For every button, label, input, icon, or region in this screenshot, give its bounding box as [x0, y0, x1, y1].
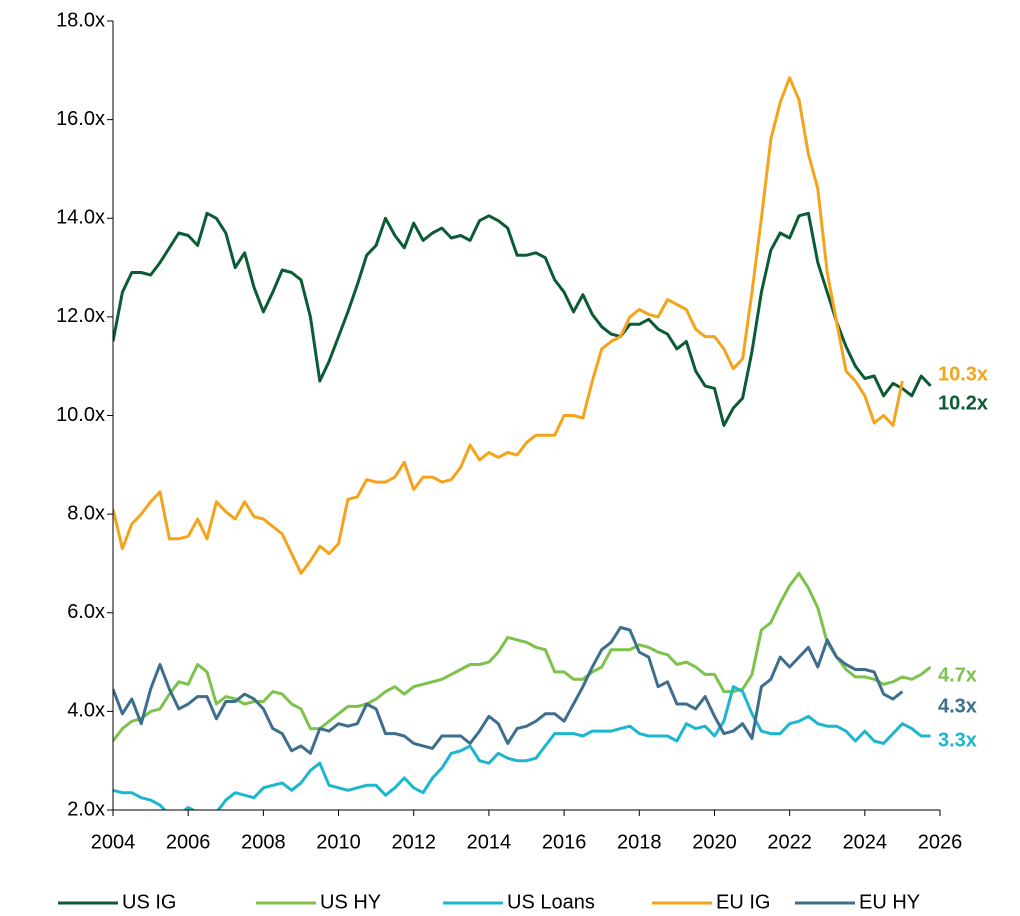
y-tick-label: 18.0x [56, 9, 105, 31]
y-tick-label: 10.0x [56, 404, 105, 426]
x-tick-label: 2026 [918, 831, 963, 853]
y-tick-label: 2.0x [67, 798, 105, 820]
series-line [113, 76, 904, 575]
x-tick-label: 2010 [316, 831, 361, 853]
x-tick-label: 2016 [542, 831, 587, 853]
x-tick-label: 2022 [767, 831, 812, 853]
end-label: 4.7x [938, 664, 977, 686]
y-tick-label: 16.0x [56, 108, 105, 130]
legend-label: US Loans [507, 891, 595, 913]
end-label: 3.3x [938, 729, 977, 751]
y-tick-label: 12.0x [56, 305, 105, 327]
y-tick-label: 8.0x [67, 502, 105, 524]
legend-label: EU HY [859, 891, 920, 913]
legend-label: EU IG [716, 891, 770, 913]
series-line [113, 571, 932, 742]
series-line [113, 685, 931, 810]
series-line [113, 211, 932, 427]
y-tick-label: 14.0x [56, 207, 105, 229]
y-tick-label: 6.0x [67, 601, 105, 623]
x-tick-label: 2008 [241, 831, 286, 853]
x-tick-label: 2020 [692, 831, 737, 853]
end-label: 4.3x [938, 695, 977, 717]
end-label: 10.2x [938, 392, 988, 414]
series-line [113, 626, 904, 755]
end-label: 10.3x [938, 363, 988, 385]
legend-label: US IG [122, 891, 176, 913]
x-tick-label: 2024 [843, 831, 888, 853]
x-tick-label: 2014 [467, 831, 512, 853]
x-tick-label: 2004 [91, 831, 136, 853]
x-tick-label: 2018 [617, 831, 662, 853]
y-tick-label: 4.0x [67, 700, 105, 722]
x-tick-label: 2012 [391, 831, 436, 853]
x-tick-label: 2006 [166, 831, 211, 853]
plot-area [113, 76, 932, 810]
legend-label: US HY [320, 891, 381, 913]
